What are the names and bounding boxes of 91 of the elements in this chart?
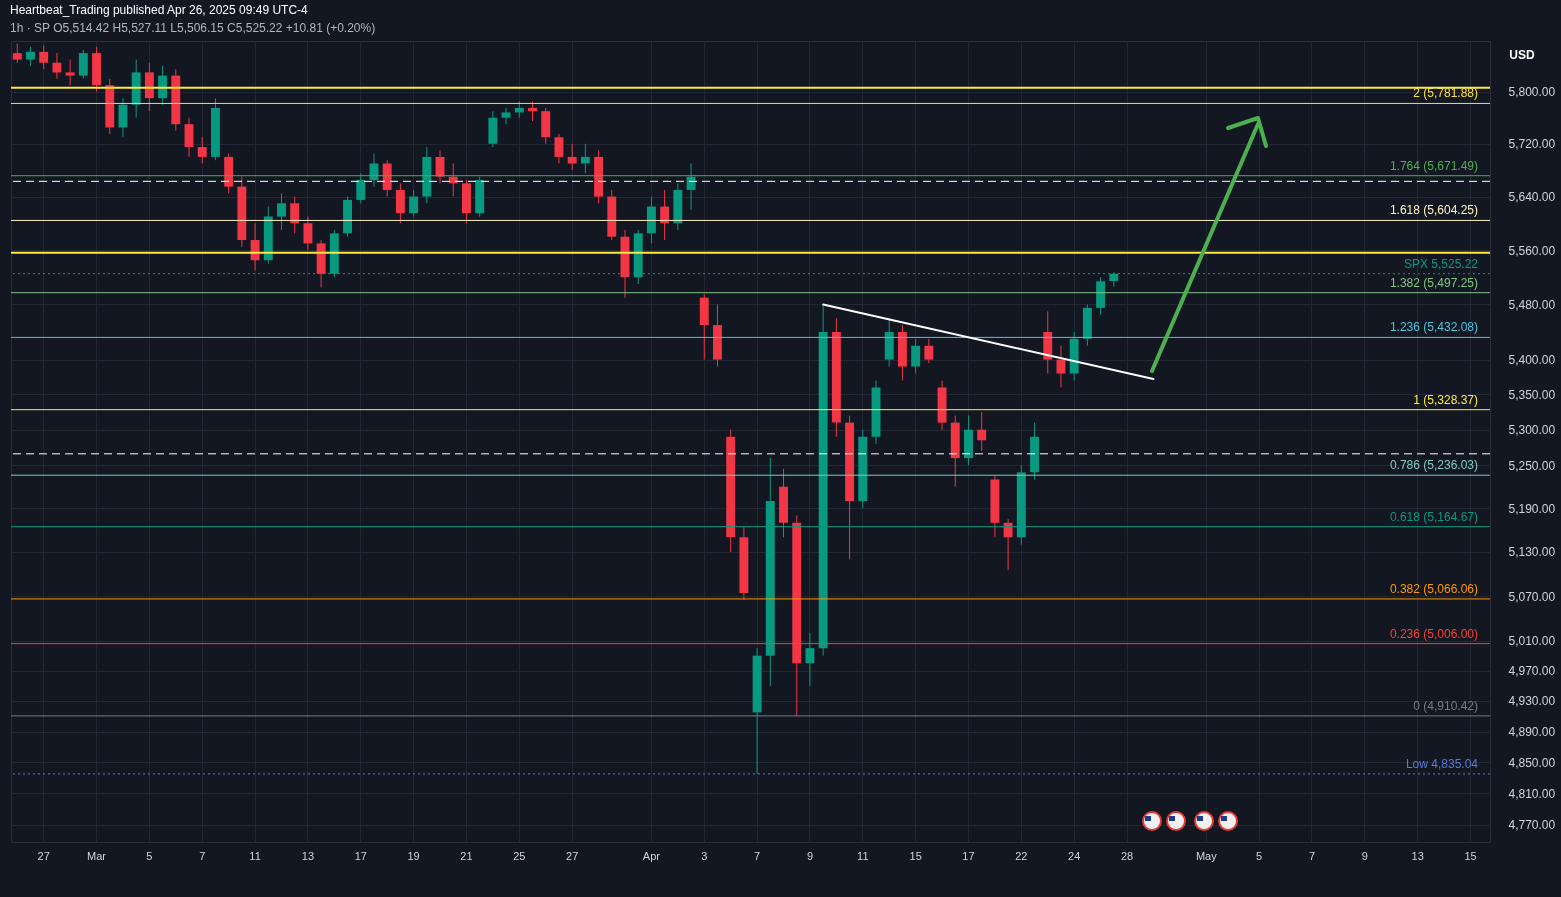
x-tick-label: 17 xyxy=(962,849,975,862)
x-tick-label: 15 xyxy=(909,849,922,862)
x-tick-label: 11 xyxy=(249,849,261,862)
candlestick xyxy=(501,107,511,125)
x-tick-label: 28 xyxy=(1120,849,1134,862)
candlestick xyxy=(356,172,366,204)
candlestick xyxy=(686,163,696,211)
ref-line-label: 1 (5,328.37) xyxy=(1413,392,1478,407)
x-tick-label: 15 xyxy=(1464,849,1477,862)
candlestick xyxy=(395,182,405,224)
candlestick xyxy=(78,49,88,80)
x-tick-label: 7 xyxy=(1308,849,1316,862)
x-tick-label: 11 xyxy=(857,849,869,862)
y-tick-label: 5,720.00 xyxy=(1508,137,1556,152)
ref-line-label: SPX 5,525.22 xyxy=(1403,256,1479,271)
y-tick-label: 5,640.00 xyxy=(1508,190,1556,205)
candlestick xyxy=(26,46,35,67)
candlestick xyxy=(1056,345,1066,388)
ref-line-label: 0.382 (5,066.06) xyxy=(1389,581,1478,596)
ref-line-label: Low 4,835.04 xyxy=(1405,756,1479,771)
x-tick-label: 9 xyxy=(806,849,814,862)
y-tick-label: 4,810.00 xyxy=(1508,786,1556,801)
x-tick-label: 5 xyxy=(1256,849,1263,862)
x-tick-label: 17 xyxy=(354,849,367,862)
x-tick-label: 5 xyxy=(146,849,153,862)
y-tick-label: 5,400.00 xyxy=(1508,353,1556,368)
x-tick-label: 27 xyxy=(566,849,579,862)
candlestick xyxy=(1003,518,1013,571)
y-tick-label: 5,070.00 xyxy=(1508,589,1556,604)
candlestick xyxy=(660,189,670,241)
x-tick-label: Apr xyxy=(642,849,661,862)
x-tick-label: Mar xyxy=(87,849,107,862)
y-tick-label: 5,300.00 xyxy=(1508,423,1556,438)
x-tick-label: 19 xyxy=(407,849,420,862)
x-tick-label: 7 xyxy=(754,849,761,862)
y-tick-label: 4,850.00 xyxy=(1508,755,1556,770)
text: USD xyxy=(1509,48,1535,62)
candlestick xyxy=(65,59,75,86)
candlestick xyxy=(911,338,921,375)
y-tick-label: 4,890.00 xyxy=(1508,725,1556,740)
x-tick-label: 25 xyxy=(513,849,526,862)
ref-line-label: 1.618 (5,604.25) xyxy=(1389,203,1478,218)
y-tick-label: 5,250.00 xyxy=(1508,458,1556,473)
y-tick-label: 5,010.00 xyxy=(1508,634,1556,649)
candlestick xyxy=(409,189,419,218)
candlestick xyxy=(554,133,564,164)
x-tick-label: 21 xyxy=(460,849,473,862)
candlestick xyxy=(290,196,300,234)
candlestick xyxy=(924,338,934,364)
y-tick-label: 5,800.00 xyxy=(1508,85,1556,100)
y-tick-label: 4,930.00 xyxy=(1508,694,1556,709)
candlestick xyxy=(277,192,286,231)
x-tick-label: 7 xyxy=(199,849,206,862)
candlestick xyxy=(12,43,22,64)
candlestick xyxy=(805,632,815,687)
x-tick-label: May xyxy=(1195,849,1218,862)
ref-line-label: 0 (4,910.42) xyxy=(1413,698,1478,713)
candlestick xyxy=(580,143,590,174)
candlestick xyxy=(250,222,260,271)
ref-line-label: 0.236 (5,006.00) xyxy=(1389,626,1478,641)
candlestick xyxy=(52,52,62,80)
ref-line-label: 0.618 (5,164.67) xyxy=(1389,509,1478,524)
y-tick-label: 5,190.00 xyxy=(1508,501,1556,516)
ref-line-label: 1.764 (5,671.49) xyxy=(1389,158,1478,173)
candlestick xyxy=(158,65,168,106)
candlestick xyxy=(39,44,49,70)
y-tick-label: 4,970.00 xyxy=(1508,664,1556,679)
candlestick xyxy=(977,411,987,452)
ref-line-label: 0.786 (5,236.03) xyxy=(1389,458,1478,473)
chart-subtitle: 1h · SP O5,514.42 H5,527.11 L5,506.15 C5,525.22 +10.81 (+0.20%) xyxy=(10,21,376,35)
ref-line-label: 1.236 (5,432.08) xyxy=(1389,320,1478,335)
chart-title: Heartbeat_Trading published Apr 26, 2025 09:49 UTC-4 xyxy=(10,3,309,17)
candlestick xyxy=(567,143,577,171)
x-tick-label: 24 xyxy=(1068,849,1081,862)
x-tick-label: 13 xyxy=(301,849,315,862)
x-tick-label: 22 xyxy=(1015,849,1028,862)
y-tick-label: 5,130.00 xyxy=(1508,545,1556,560)
x-tick-label: 9 xyxy=(1361,849,1368,862)
x-tick-label: 13 xyxy=(1411,849,1424,862)
y-tick-label: 5,350.00 xyxy=(1508,387,1556,402)
ref-line-label: 2 (5,781.88) xyxy=(1413,86,1478,101)
x-tick-label: 3 xyxy=(701,849,708,862)
x-tick-label: 27 xyxy=(37,849,50,862)
y-tick-label: 4,770.00 xyxy=(1508,818,1556,833)
candlestick xyxy=(303,216,313,251)
y-tick-label: 5,480.00 xyxy=(1508,297,1556,312)
y-tick-label: 5,560.00 xyxy=(1508,243,1556,258)
candlestick xyxy=(184,117,194,158)
candlestick xyxy=(528,100,537,122)
ref-line-label: 1.382 (5,497.25) xyxy=(1389,275,1478,290)
candlestick xyxy=(197,136,207,164)
